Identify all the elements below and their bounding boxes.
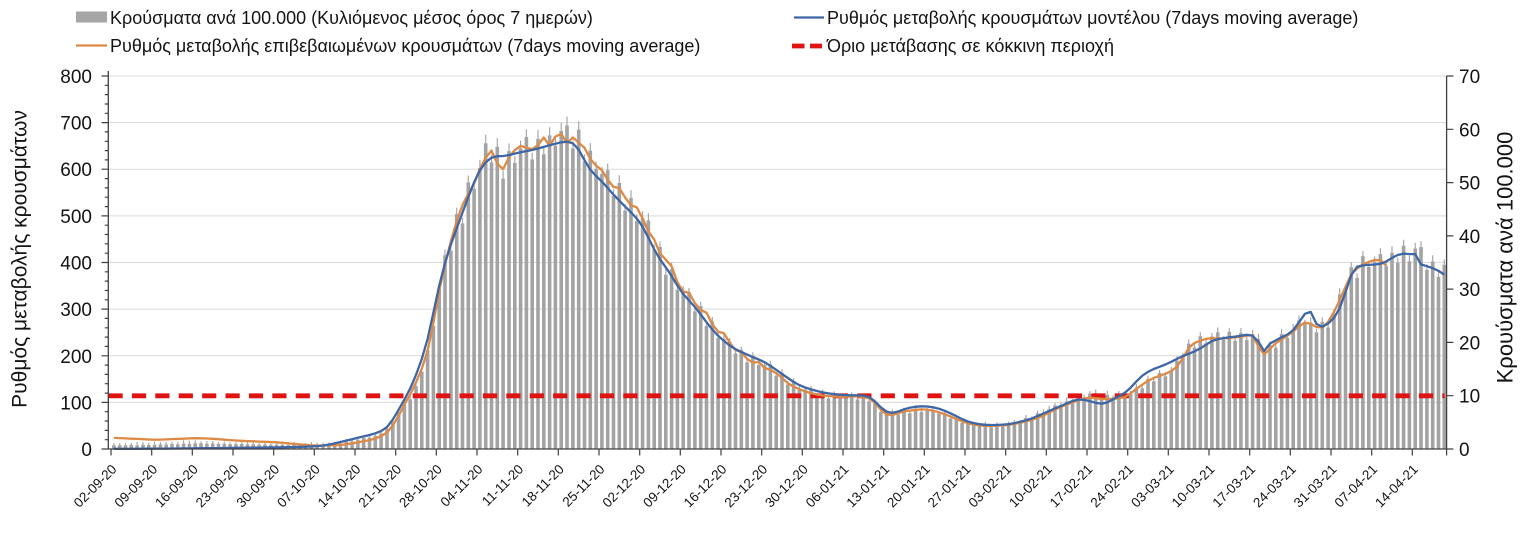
svg-text:400: 400 (60, 254, 92, 275)
svg-text:Κρουύσματα ανά 100.000: Κρουύσματα ανά 100.000 (1493, 132, 1518, 384)
svg-text:50: 50 (1459, 174, 1480, 195)
svg-text:800: 800 (60, 67, 92, 88)
svg-text:600: 600 (60, 160, 92, 181)
svg-text:700: 700 (60, 114, 92, 135)
svg-text:20: 20 (1459, 333, 1480, 354)
svg-text:100: 100 (60, 393, 92, 414)
svg-text:60: 60 (1459, 120, 1480, 141)
svg-text:Ρυθμός μεταβολής κρουσμάτων: Ρυθμός μεταβολής κρουσμάτων (9, 110, 32, 408)
svg-text:300: 300 (60, 300, 92, 321)
svg-text:30: 30 (1459, 280, 1480, 301)
svg-text:0: 0 (81, 440, 92, 461)
svg-text:40: 40 (1459, 227, 1480, 248)
svg-text:Όριο μετάβασης σε κόκκινη περι: Όριο μετάβασης σε κόκκινη περιοχή (826, 36, 1114, 56)
svg-text:Ρυθμός μεταβολής κρουσμάτων μο: Ρυθμός μεταβολής κρουσμάτων μοντέλου (7d… (827, 8, 1358, 28)
svg-text:Ρυθμός μεταβολής επιβεβαιωμένω: Ρυθμός μεταβολής επιβεβαιωμένων κρουσμάτ… (110, 36, 700, 56)
svg-text:200: 200 (60, 347, 92, 368)
svg-text:0: 0 (1459, 440, 1470, 461)
svg-text:500: 500 (60, 207, 92, 228)
svg-text:10: 10 (1459, 387, 1480, 408)
svg-text:70: 70 (1459, 67, 1480, 88)
svg-text:Κρούσματα ανά 100.000 (Κυλιόμε: Κρούσματα ανά 100.000 (Κυλιόμενος μέσος … (110, 8, 593, 28)
